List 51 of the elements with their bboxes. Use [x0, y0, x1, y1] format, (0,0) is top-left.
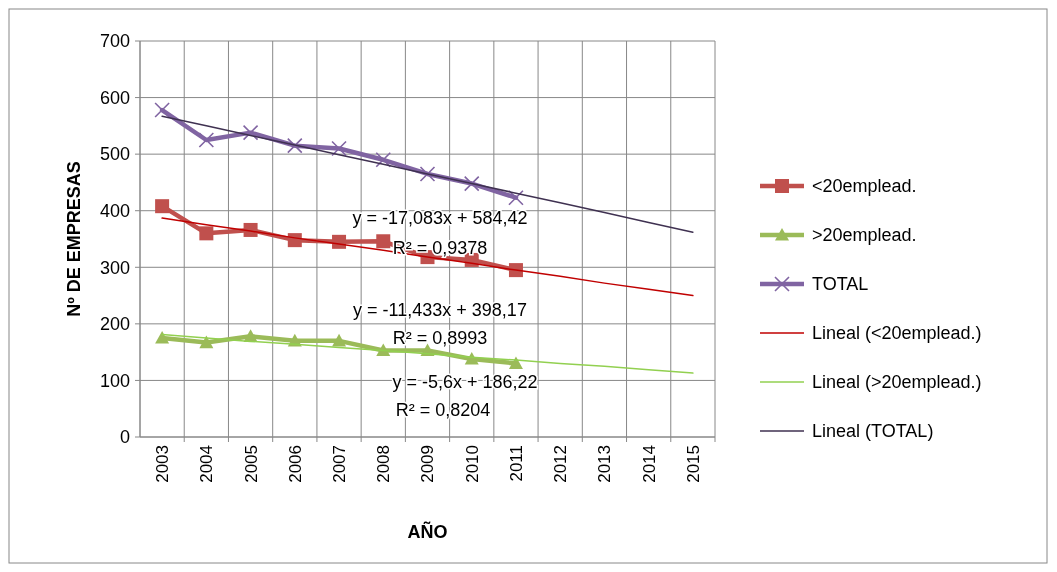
x-tick-label: 2007 [329, 445, 349, 483]
y-tick-label: 300 [99, 257, 130, 278]
x-tick-label: 2004 [197, 445, 217, 483]
y-tick-label: 500 [99, 144, 130, 165]
y-tick-label: 200 [99, 314, 130, 335]
y-tick-label: 100 [99, 370, 130, 391]
annotation: y = -17,083x + 584,42 [352, 208, 528, 229]
point [155, 331, 170, 344]
legend-label: >20emplead. [812, 225, 917, 246]
x-tick-label: 2003 [153, 445, 173, 483]
point [199, 226, 214, 241]
x-tick-label: 2010 [462, 445, 482, 483]
x-tick-label: 2005 [241, 445, 261, 483]
y-tick-label: 600 [99, 87, 130, 108]
point [332, 333, 347, 347]
x-tick-label: 2011 [506, 445, 526, 482]
point [154, 102, 170, 118]
legend-label: TOTAL [812, 274, 869, 295]
x-axis-title: AÑO [407, 521, 448, 542]
legend-label: Lineal (TOTAL) [812, 421, 934, 442]
point [463, 175, 480, 192]
annotation: R² = 0,8204 [395, 400, 491, 421]
x-tick-label: 2009 [418, 445, 438, 483]
x-tick-label: 2015 [683, 445, 703, 483]
legend-label: Lineal (>20emplead.) [812, 372, 982, 393]
point [199, 335, 214, 349]
y-axis-title: Nº DE EMPRESAS [64, 161, 84, 317]
point [198, 132, 215, 148]
y-tick-label: 400 [99, 201, 130, 222]
point [155, 199, 170, 214]
point [464, 351, 479, 365]
point [508, 189, 524, 206]
x-tick-label: 2013 [595, 445, 615, 483]
annotation: y = -11,433x + 398,17 [353, 300, 527, 321]
line-series [161, 115, 694, 233]
y-tick-label: 700 [99, 31, 130, 52]
legend-label: Lineal (<20emplead.) [812, 323, 982, 344]
point [242, 124, 259, 141]
x-tick-label: 2012 [551, 445, 571, 483]
legend-label: <20emplead. [812, 176, 917, 197]
x-tick-label: 2008 [374, 445, 394, 483]
point [331, 140, 347, 157]
point [375, 152, 392, 168]
point [287, 137, 303, 154]
point [419, 166, 436, 182]
annotation: R² = 0,8993 [392, 328, 488, 349]
y-tick-label: 0 [119, 427, 130, 448]
annotation: y = -5,6x + 186,22 [392, 372, 538, 393]
point [376, 234, 391, 249]
x-tick-label: 2006 [285, 445, 305, 483]
x-tick-label: 2014 [639, 445, 659, 483]
